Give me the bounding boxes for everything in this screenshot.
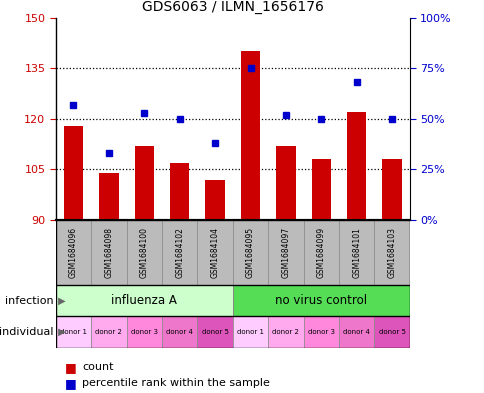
Text: count: count [82, 362, 114, 373]
Bar [311, 160, 331, 220]
Text: ■: ■ [65, 376, 81, 390]
Bar [169, 163, 189, 220]
Text: ▶: ▶ [55, 327, 66, 337]
Bar [268, 220, 303, 285]
Bar [205, 180, 225, 220]
Text: GSM1684096: GSM1684096 [69, 227, 78, 278]
Bar [346, 112, 366, 220]
Bar [91, 316, 126, 348]
Bar [91, 220, 126, 285]
Bar [240, 51, 260, 220]
Bar [338, 316, 374, 348]
Bar [99, 173, 119, 220]
Bar [56, 285, 232, 316]
Bar [232, 316, 268, 348]
Text: GSM1684101: GSM1684101 [351, 227, 361, 278]
Bar [56, 316, 91, 348]
Bar [126, 316, 162, 348]
Bar [126, 220, 162, 285]
Bar [162, 316, 197, 348]
Bar [197, 316, 232, 348]
Bar [268, 316, 303, 348]
Text: donor 2: donor 2 [272, 329, 299, 335]
Bar [275, 146, 295, 220]
Text: no virus control: no virus control [275, 294, 366, 307]
Text: donor 5: donor 5 [201, 329, 228, 335]
Bar [63, 126, 83, 220]
Text: ■: ■ [65, 361, 81, 374]
Text: influenza A: influenza A [111, 294, 177, 307]
Text: GSM1684100: GSM1684100 [139, 227, 149, 278]
Bar [338, 220, 374, 285]
Text: GSM1684095: GSM1684095 [245, 227, 255, 278]
Bar [232, 285, 409, 316]
Bar [303, 220, 338, 285]
Text: GSM1684102: GSM1684102 [175, 227, 184, 278]
Bar [162, 220, 197, 285]
Text: donor 1: donor 1 [60, 329, 87, 335]
Text: donor 3: donor 3 [307, 329, 334, 335]
Bar [374, 316, 409, 348]
Text: donor 2: donor 2 [95, 329, 122, 335]
Bar [303, 316, 338, 348]
Bar [134, 146, 154, 220]
Text: GSM1684099: GSM1684099 [316, 227, 325, 278]
Text: donor 5: donor 5 [378, 329, 405, 335]
Text: individual: individual [0, 327, 53, 337]
Bar [232, 220, 268, 285]
Text: GSM1684097: GSM1684097 [281, 227, 290, 278]
Bar [56, 220, 91, 285]
Text: percentile rank within the sample: percentile rank within the sample [82, 378, 270, 388]
Text: GSM1684098: GSM1684098 [104, 227, 113, 278]
Text: donor 4: donor 4 [166, 329, 193, 335]
Title: GDS6063 / ILMN_1656176: GDS6063 / ILMN_1656176 [141, 0, 323, 14]
Bar [197, 220, 232, 285]
Text: donor 3: donor 3 [131, 329, 157, 335]
Text: ▶: ▶ [55, 296, 66, 306]
Text: GSM1684103: GSM1684103 [387, 227, 396, 278]
Text: donor 4: donor 4 [343, 329, 369, 335]
Text: GSM1684104: GSM1684104 [210, 227, 219, 278]
Text: donor 1: donor 1 [237, 329, 263, 335]
Bar [381, 160, 401, 220]
Bar [374, 220, 409, 285]
Text: infection: infection [5, 296, 53, 306]
